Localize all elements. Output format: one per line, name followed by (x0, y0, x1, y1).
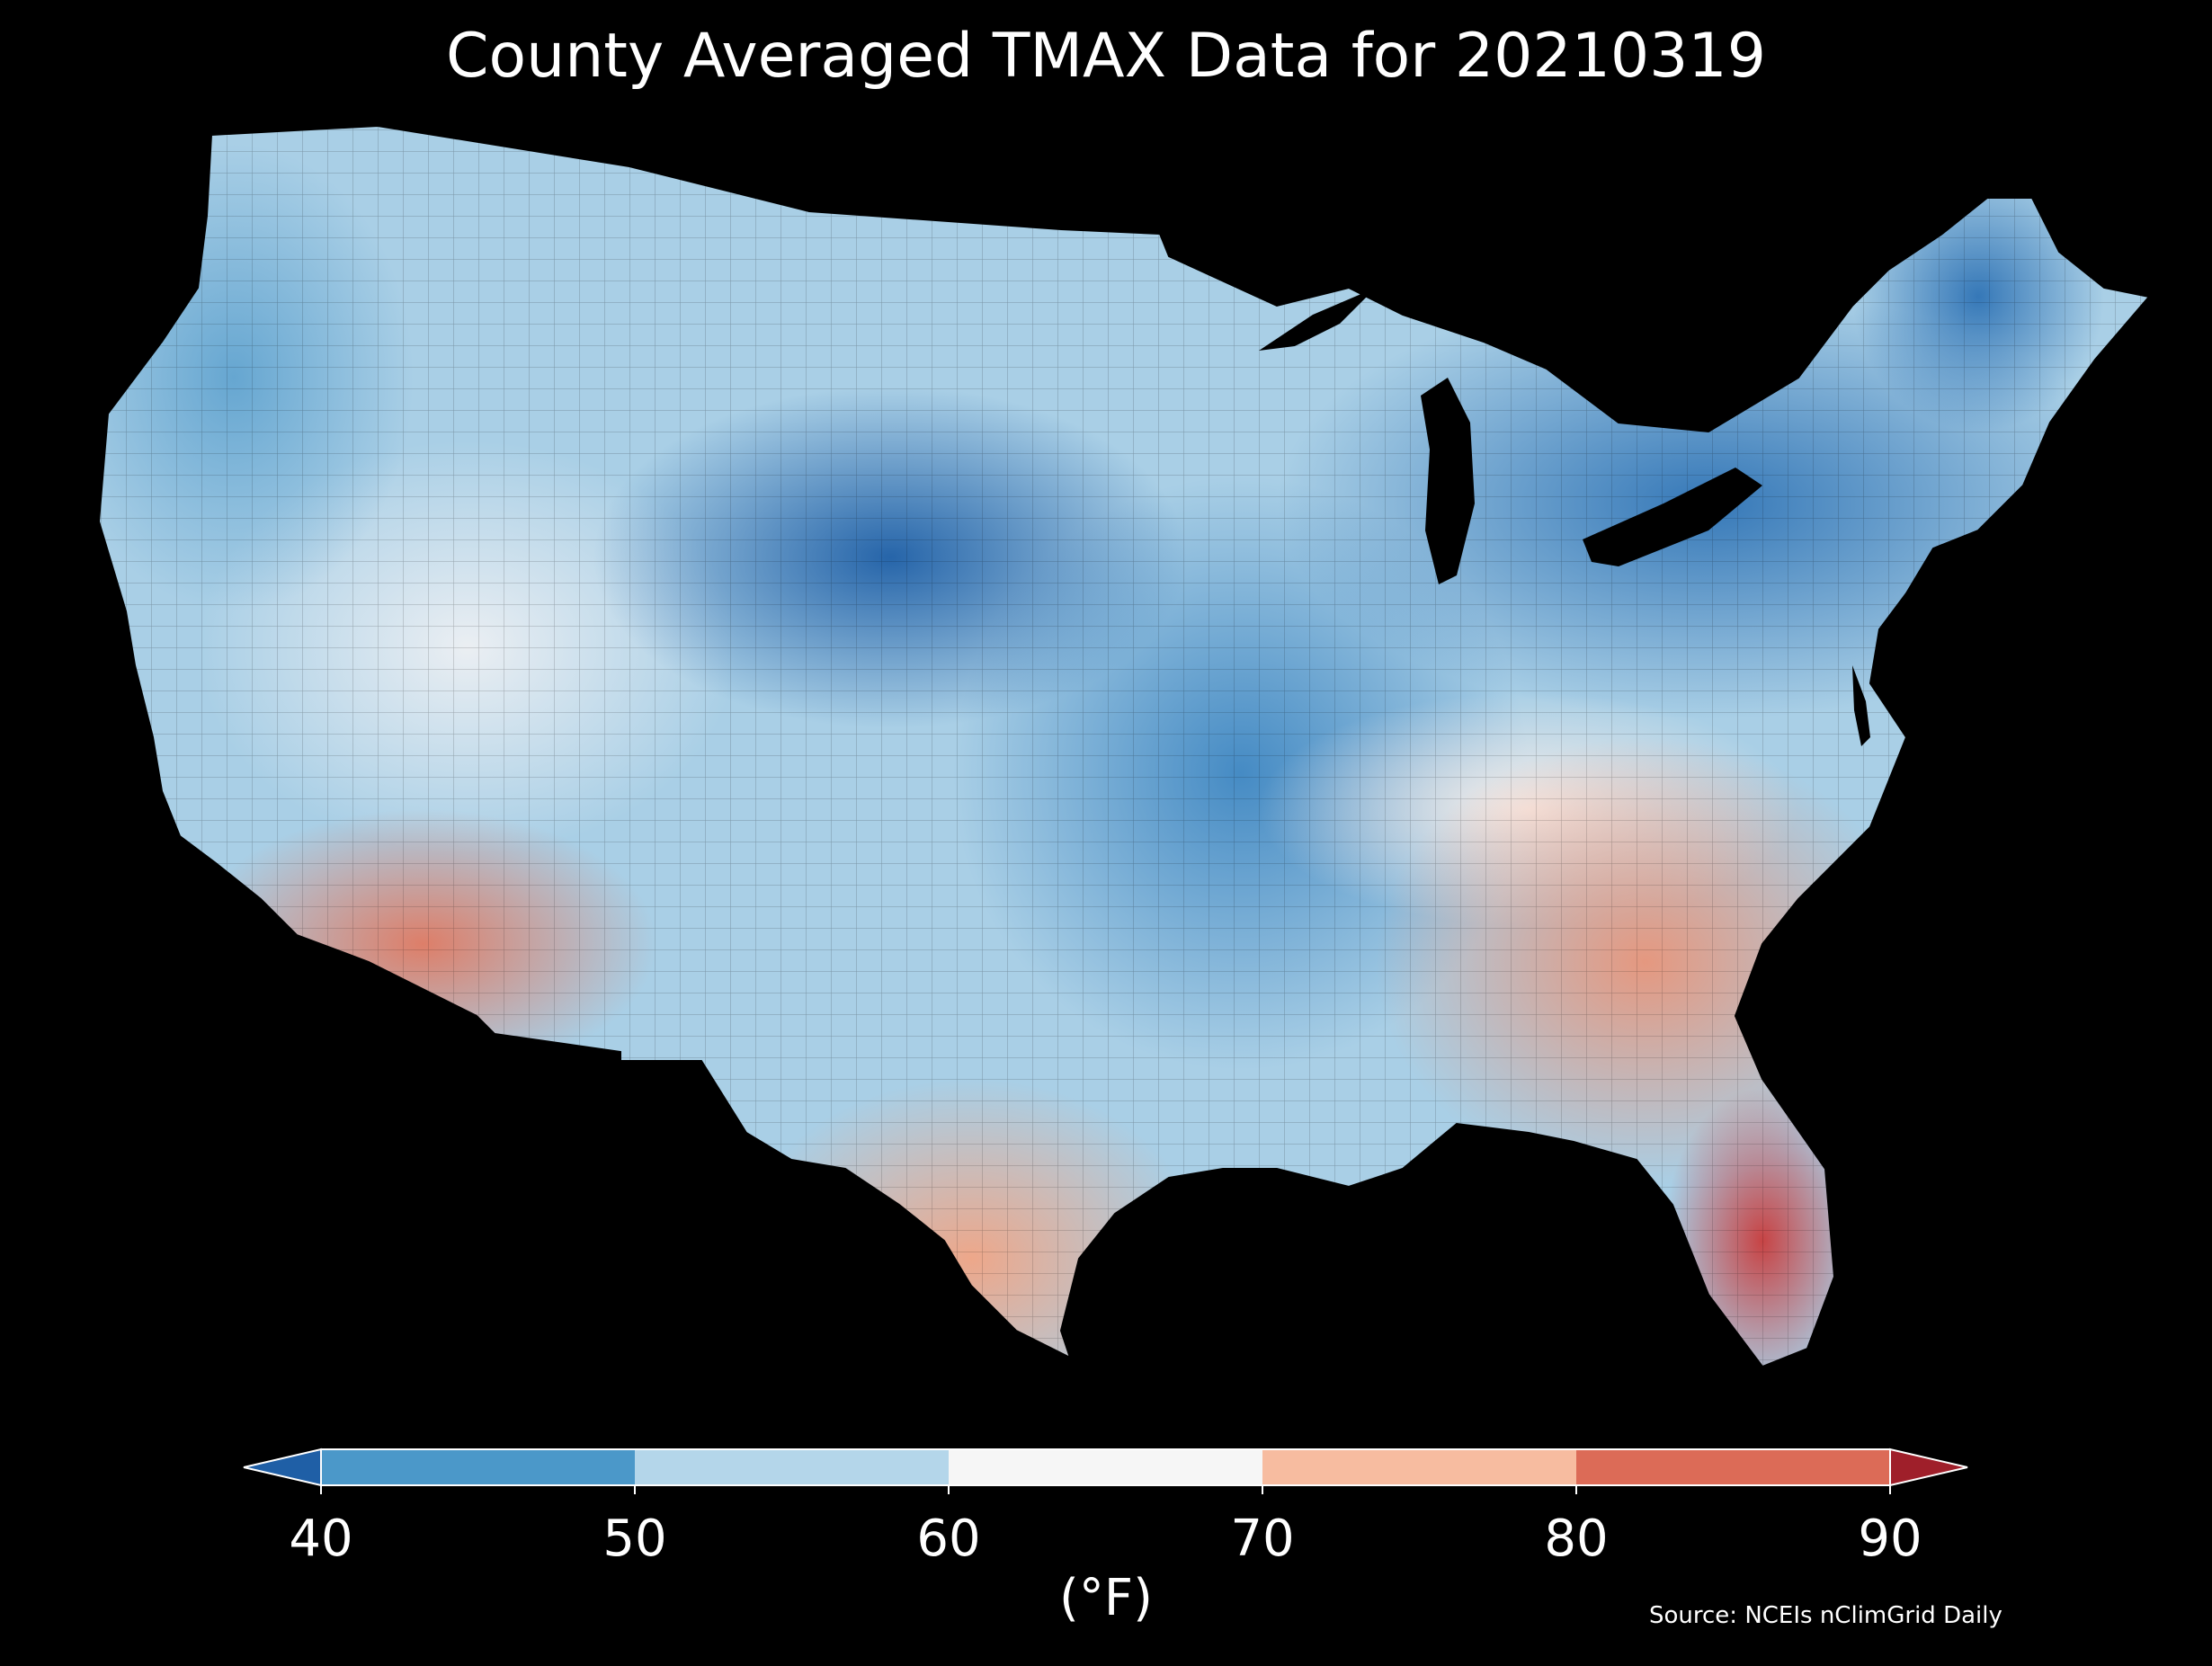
us-outline (97, 124, 2151, 1368)
colorbar-bin-40-50 (321, 1449, 635, 1485)
colorbar-tick-label: 50 (602, 1510, 666, 1568)
colorbar-frame (320, 1448, 1891, 1486)
colorbar-tick-label: 90 (1858, 1510, 1922, 1568)
lake-michigan (1421, 378, 1475, 584)
colorbar-bin-50-60 (635, 1449, 949, 1485)
colorbar-extend-high (1889, 1448, 1968, 1487)
colorbar-tick-label: 70 (1230, 1510, 1294, 1568)
colorbar-tick-label: 40 (289, 1510, 352, 1568)
colorbar-tick-label: 60 (916, 1510, 980, 1568)
colorbar-extend-low (243, 1448, 322, 1487)
colorbar-bin-80-90 (1576, 1449, 1890, 1485)
colorbar-bin-60-70 (949, 1449, 1262, 1485)
lake-superior (1259, 288, 1376, 351)
colorbar-bin-70-80 (1262, 1449, 1576, 1485)
colorbar-unit-label: (°F) (1059, 1569, 1153, 1627)
source-credit: Source: NCEIs nClimGrid Daily (1649, 1602, 2002, 1629)
lake-erie-huron (1583, 468, 1762, 566)
chesapeake-bay (1852, 665, 1870, 746)
colorbar-tick-label: 80 (1544, 1510, 1608, 1568)
map-title: County Averaged TMAX Data for 20210319 (446, 21, 1766, 92)
